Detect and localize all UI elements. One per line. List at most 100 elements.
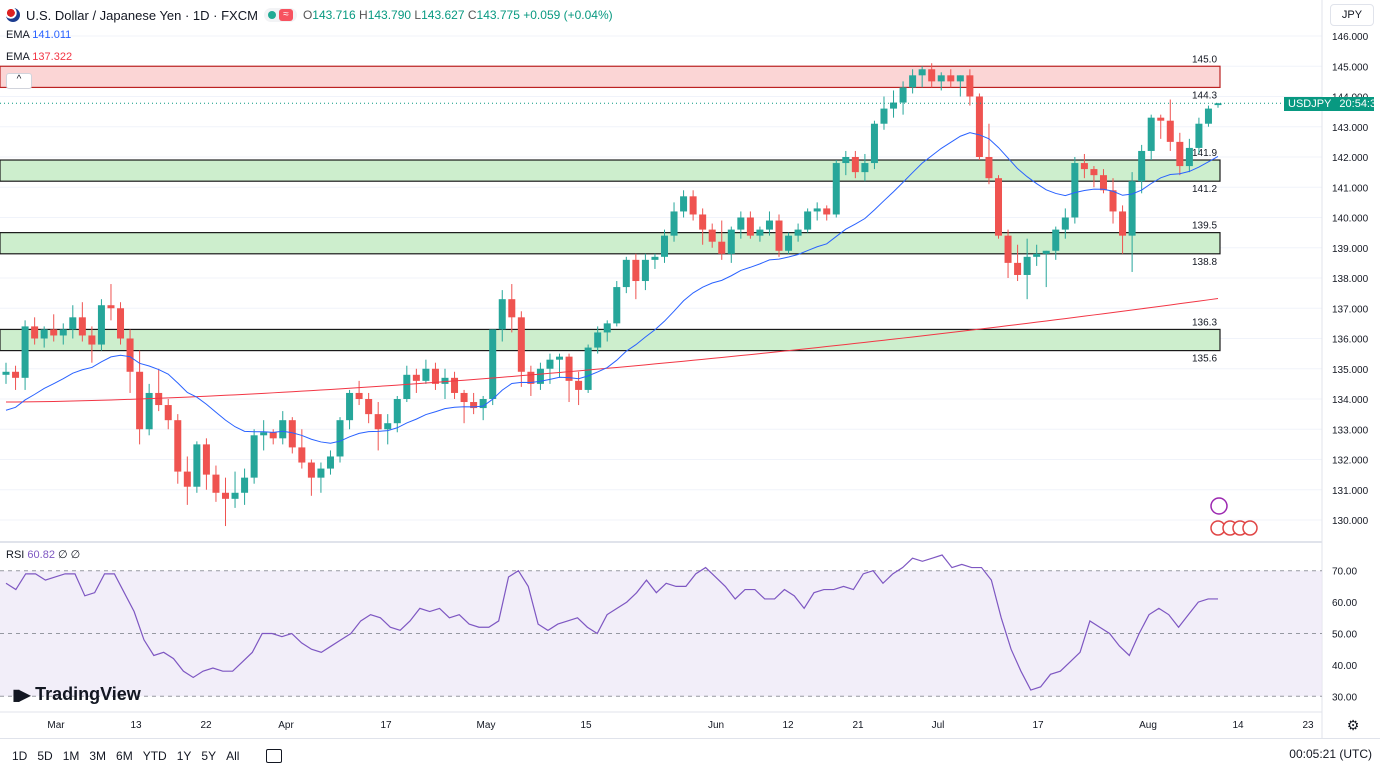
candle-body (765, 220, 773, 230)
candle-body (183, 471, 191, 487)
candle-body (317, 468, 325, 478)
candle-body (1147, 117, 1155, 151)
calendar-goto-icon[interactable] (266, 749, 283, 763)
zone-bottom-label: 141.2 (1192, 184, 1217, 195)
candle-body (136, 371, 144, 430)
candle-body (126, 338, 134, 372)
timeframe-5y[interactable]: 5Y (201, 749, 217, 763)
usd-jpy-flag-icon (6, 8, 20, 22)
candle-body (288, 420, 296, 448)
tradingview-logo[interactable]: ▮▶ TradingView (12, 684, 141, 704)
market-status-pill[interactable]: ≈ (263, 8, 297, 22)
ema-fast-legend[interactable]: EMA 141.011 (6, 29, 72, 41)
support-zone[interactable] (0, 328, 1221, 352)
ema-fast-line (5, 132, 1219, 444)
time-axis-tick: 17 (380, 720, 392, 731)
zone-top-label: 141.9 (1192, 148, 1217, 159)
candle-body (1071, 163, 1079, 218)
timeframe-all[interactable]: All (226, 749, 240, 763)
rsi-legend[interactable]: RSI 60.82 ∅ ∅ (6, 549, 81, 561)
candle-body (498, 299, 506, 330)
support-zone[interactable] (0, 232, 1221, 255)
price-axis-tick: 137.000 (1332, 304, 1369, 315)
timeframe-1m[interactable]: 1M (62, 749, 80, 763)
ema-slow-line (5, 298, 1219, 403)
candle-body (794, 229, 802, 236)
candle-body (508, 299, 516, 318)
timeframe-ytd[interactable]: YTD (142, 749, 167, 763)
candle-body (1109, 190, 1117, 212)
candle-body (1023, 256, 1031, 275)
symbol-title[interactable]: U.S. Dollar / Japanese Yen · 1D · FXCM (26, 7, 258, 23)
candle-body (660, 235, 668, 257)
timeframe-1d[interactable]: 1D (12, 749, 28, 763)
candle-body (1052, 229, 1060, 251)
candle-body (737, 217, 745, 230)
candle-body (966, 75, 974, 97)
candle-body (909, 75, 917, 88)
candle-body (1128, 181, 1136, 236)
price-axis-tick: 138.000 (1332, 274, 1369, 285)
candle-body (556, 356, 564, 360)
settings-gear-icon[interactable]: ⚙ (1346, 717, 1360, 733)
timeframe-buttons: 1D 5D 1M 3M 6M YTD 1Y 5Y All (0, 749, 244, 763)
candle-body (1004, 235, 1012, 263)
tradingview-mark-icon: ▮▶ (12, 686, 31, 704)
price-axis-tick: 146.000 (1332, 32, 1369, 43)
price-axis-tick: 135.000 (1332, 365, 1369, 376)
candle-body (231, 492, 239, 499)
time-axis-tick: 13 (130, 720, 142, 731)
collapse-legend-button[interactable]: ^ (6, 73, 32, 89)
bottom-toolbar: 1D 5D 1M 3M 6M YTD 1Y 5Y All (0, 738, 1380, 773)
chart-canvas[interactable]: 146.000145.000144.000143.000142.000141.0… (0, 0, 1380, 738)
time-axis-tick: Mar (47, 720, 65, 731)
candle-body (193, 444, 201, 487)
candle-body (689, 196, 697, 215)
candle-body (164, 405, 172, 421)
time-axis-tick: 14 (1232, 720, 1244, 731)
candle-body (813, 208, 821, 212)
candle-body (870, 123, 878, 164)
candle-body (670, 211, 678, 236)
utc-clock[interactable]: 00:05:21 (UTC) (1289, 747, 1372, 761)
zone-top-label: 139.5 (1192, 221, 1217, 232)
currency-selector[interactable]: JPY (1330, 4, 1374, 26)
timeframe-6m[interactable]: 6M (116, 749, 133, 763)
candle-body (78, 317, 86, 336)
timeframe-1y[interactable]: 1Y (176, 749, 192, 763)
price-axis-tick: 130.000 (1332, 516, 1369, 527)
candle-body (326, 456, 334, 469)
wave-icon: ≈ (278, 9, 293, 21)
candle-body (470, 402, 478, 409)
economic-event-icon[interactable] (1210, 497, 1228, 515)
candle-body (1176, 141, 1184, 167)
timeframe-3m[interactable]: 3M (89, 749, 107, 763)
candle-body (928, 69, 936, 82)
candle-body (431, 368, 439, 384)
us-event-flag-icon[interactable] (1242, 520, 1258, 536)
chart-header: U.S. Dollar / Japanese Yen · 1D · FXCM ≈… (6, 5, 613, 25)
candle-body (651, 256, 659, 260)
candle-body (50, 329, 58, 336)
time-axis-tick: 23 (1302, 720, 1314, 731)
ema-slow-legend[interactable]: EMA 137.322 (6, 51, 73, 63)
candle-body (1204, 108, 1212, 124)
candle-body (880, 108, 888, 124)
time-axis-tick: 22 (200, 720, 212, 731)
candle-body (613, 287, 621, 324)
candle-body (1119, 211, 1127, 236)
candle-body (918, 69, 926, 76)
candle-body (1195, 123, 1203, 148)
candle-body (851, 157, 859, 173)
zone-top-label: 145.0 (1192, 54, 1217, 65)
candle-body (384, 423, 392, 430)
candle-body (59, 329, 67, 336)
candle-body (21, 326, 29, 378)
resistance-zone[interactable] (0, 65, 1221, 89)
candle-body (241, 477, 249, 493)
timeframe-5d[interactable]: 5D (37, 749, 53, 763)
support-zone[interactable] (0, 159, 1221, 182)
rsi-axis-tick: 60.00 (1332, 598, 1357, 609)
candle-body (393, 399, 401, 424)
candle-body (1099, 175, 1107, 191)
